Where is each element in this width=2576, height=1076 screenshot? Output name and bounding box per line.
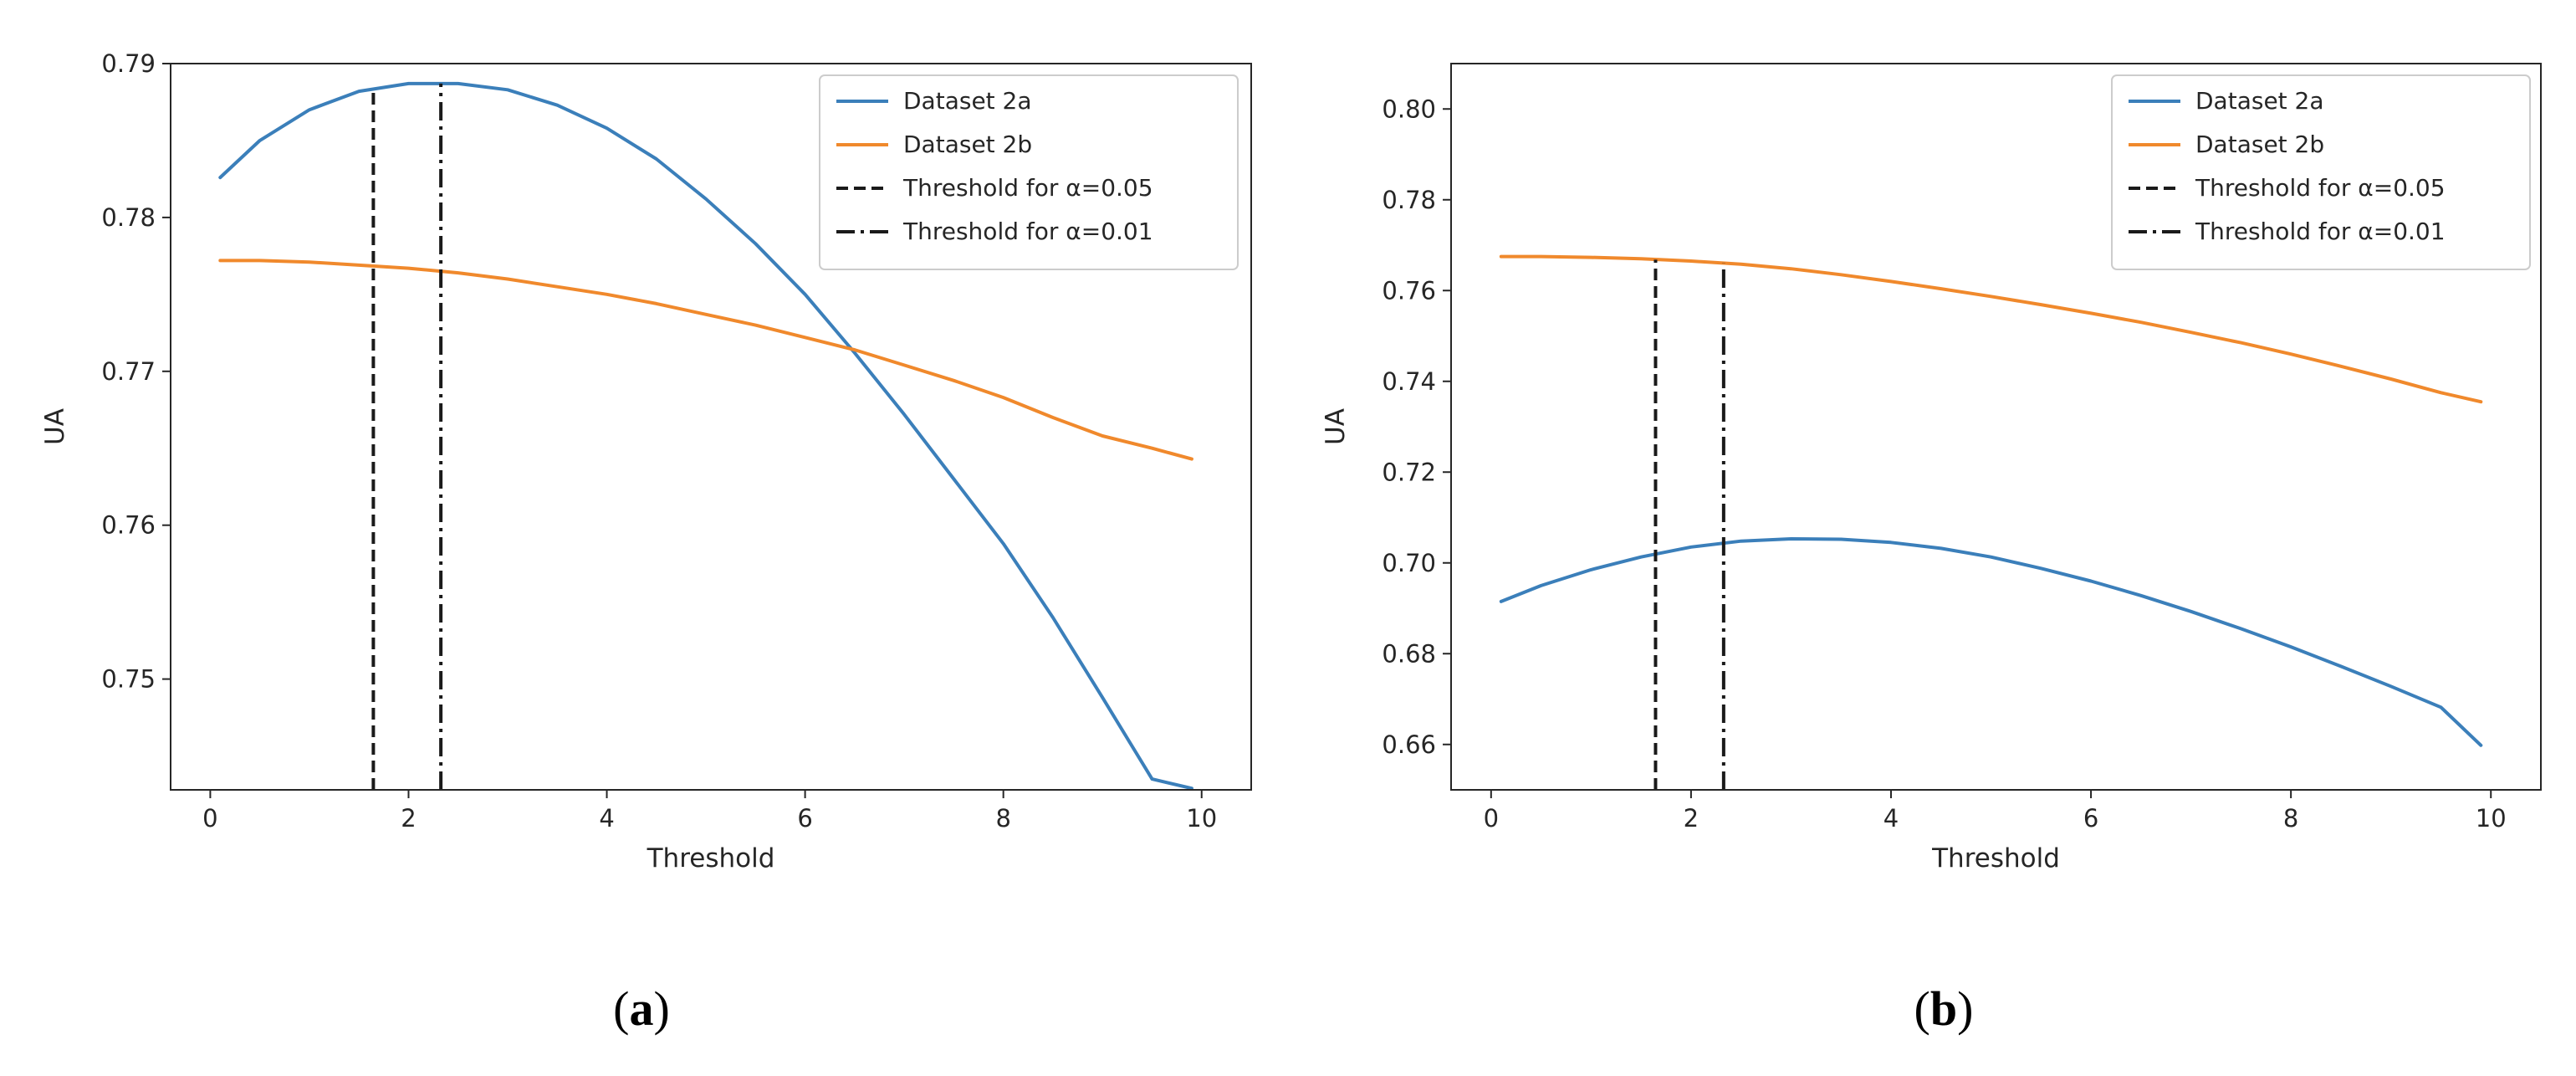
caption-paren-close: ) (654, 981, 670, 1036)
axes-frame (170, 63, 1252, 791)
panel-caption: (b) (1914, 981, 1974, 1036)
x-axis-title: Threshold (647, 843, 775, 874)
x-tick-label: 8 (995, 804, 1010, 833)
legend-label: Threshold for α=0.05 (2195, 174, 2446, 202)
x-tick-label: 6 (2083, 804, 2098, 833)
panel-caption: (a) (613, 981, 670, 1036)
legend: Dataset 2a Dataset 2b Threshold for α=0.05… (2111, 74, 2531, 270)
x-tick-label: 0 (202, 804, 217, 833)
y-tick-label: 0.76 (1382, 276, 1436, 305)
caption-paren-open: ( (613, 981, 629, 1036)
y-tick-label: 0.72 (1382, 458, 1436, 486)
legend-label: Threshold for α=0.05 (902, 174, 1153, 202)
x-axis-title: Threshold (1931, 843, 2060, 874)
caption-letter: a (630, 981, 654, 1036)
x-tick-label: 2 (1684, 804, 1699, 833)
series-line-2a (218, 81, 1193, 790)
plot-area (218, 81, 1193, 790)
legend-label: Dataset 2a (2195, 87, 2324, 115)
x-tick-label: 4 (1883, 804, 1899, 833)
y-tick-label: 0.80 (1382, 95, 1436, 123)
chart-panel-b: 0 2 4 6 8 10 0.66 0.68 0.70 0.72 0.74 0.76 0.78 0.80 T… (1321, 63, 2542, 1036)
x-tick-label: 2 (401, 804, 416, 833)
y-tick-label: 0.66 (1382, 730, 1436, 759)
legend-label: Threshold for α=0.01 (902, 218, 1153, 245)
legend-box (2111, 74, 2531, 270)
series-line-2a (1499, 537, 2483, 747)
caption-paren-close: ) (1957, 981, 1973, 1036)
legend-label: Threshold for α=0.01 (2195, 218, 2446, 245)
x-tick-label: 6 (797, 804, 812, 833)
axes-frame (1450, 63, 2542, 791)
x-tick-label: 8 (2283, 804, 2298, 833)
x-tick-label: 0 (1484, 804, 1499, 833)
legend: Dataset 2a Dataset 2b Threshold for α=0.05… (819, 74, 1239, 270)
y-tick-label: 0.76 (101, 511, 156, 540)
x-tick-label: 10 (2476, 804, 2507, 833)
y-tick-label: 0.78 (1382, 186, 1436, 214)
y-tick-label: 0.68 (1382, 639, 1436, 668)
x-tick-label: 10 (1186, 804, 1217, 833)
y-tick-label: 0.74 (1382, 367, 1436, 396)
series-line-2b (1499, 254, 2483, 404)
y-tick-label: 0.77 (101, 357, 156, 386)
y-tick-label: 0.78 (101, 203, 156, 232)
y-axis-title: UA (1321, 408, 1351, 445)
y-tick-label: 0.75 (101, 665, 156, 694)
x-tick-label: 4 (599, 804, 614, 833)
plot-area (1499, 254, 2483, 790)
caption-paren-open: ( (1914, 981, 1930, 1036)
legend-label: Dataset 2b (903, 131, 1032, 158)
legend-label: Dataset 2b (2195, 131, 2324, 158)
legend-box (819, 74, 1239, 270)
y-tick-label: 0.79 (101, 49, 156, 78)
y-axis-title: UA (40, 408, 70, 445)
chart-panel-a: 0 2 4 6 8 10 0.75 0.76 0.77 0.78 0.79 Threshold UA Da… (40, 49, 1252, 1036)
y-tick-label: 0.70 (1382, 549, 1436, 577)
caption-letter: b (1930, 981, 1957, 1036)
legend-label: Dataset 2a (903, 87, 1032, 115)
series-line-2b (218, 259, 1193, 461)
